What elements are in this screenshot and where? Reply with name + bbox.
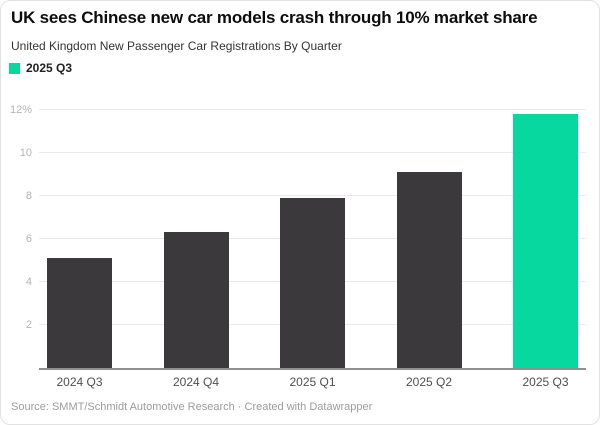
legend-item-label: 2025 Q3 (26, 61, 73, 75)
gridline (39, 108, 586, 110)
bar-2025-q2[interactable] (396, 172, 462, 368)
bars (39, 101, 586, 368)
bar-2025-q3[interactable] (513, 113, 578, 368)
y-axis-tick-label: 6 (25, 232, 32, 245)
x-axis-label-2024-q3: 2024 Q3 (56, 375, 103, 389)
x-axis-labels: 2024 Q3 2024 Q4 2025 Q1 2025 Q2 2025 Q3 (39, 375, 586, 389)
bar-2024-q4[interactable] (163, 232, 229, 368)
x-axis-label-2025-q1: 2025 Q1 (289, 375, 336, 389)
y-axis-tick-label: 12% (9, 103, 32, 116)
plot-area: 2 4 6 8 10 12% (10, 101, 586, 370)
legend: 2025 Q3 (9, 61, 72, 75)
chart-title: UK sees Chinese new car models crash thr… (11, 8, 538, 27)
gridline (39, 151, 586, 153)
y-axis-tick-label: 4 (25, 275, 32, 288)
y-axis-tick-label: 2 (25, 318, 32, 331)
y-axis-tick-label: 8 (25, 189, 32, 202)
x-axis-label-2025-q3: 2025 Q3 (522, 375, 569, 389)
x-axis-label-2024-q4: 2024 Q4 (172, 375, 220, 389)
source-attribution: Source: SMMT/Schmidt Automotive Research… (11, 401, 373, 413)
bar-2025-q1[interactable] (280, 197, 345, 368)
legend-swatch-icon (9, 62, 20, 74)
y-axis-tick-label: 10 (19, 146, 32, 159)
bar-2024-q3[interactable] (47, 258, 112, 368)
x-axis-label-2025-q2: 2025 Q2 (405, 375, 453, 389)
chart-subtitle: United Kingdom New Passenger Car Registr… (11, 39, 342, 53)
gridline (39, 194, 586, 196)
